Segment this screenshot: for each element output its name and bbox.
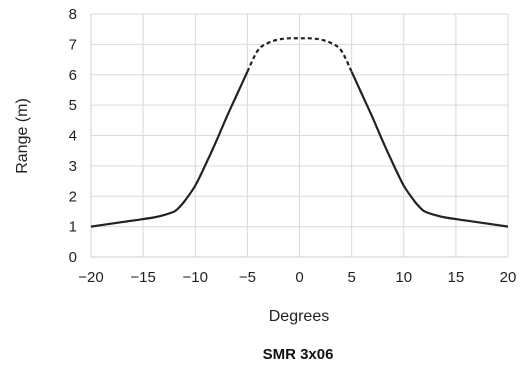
- grid: [90, 13, 509, 258]
- x-tick-label: −5: [239, 269, 256, 286]
- series-line-solid: [350, 71, 509, 228]
- x-tick-label: 5: [347, 269, 355, 286]
- y-tick-label: 1: [69, 219, 77, 236]
- y-tick-label: 8: [69, 6, 77, 23]
- y-tick-label: 0: [69, 249, 77, 266]
- y-tick-label: 2: [69, 188, 77, 205]
- chart-title: SMR 3x06: [263, 346, 334, 363]
- x-tick-label: 0: [295, 269, 303, 286]
- series-line-solid: [90, 71, 249, 228]
- series-layer: [90, 37, 509, 228]
- x-axis-label: Degrees: [269, 308, 329, 325]
- y-tick-label: 7: [69, 36, 77, 53]
- y-tick-label: 5: [69, 97, 77, 114]
- y-tick-label: 3: [69, 158, 77, 175]
- x-tick-label: 15: [448, 269, 465, 286]
- x-tick-label: −20: [78, 269, 103, 286]
- y-tick-label: 4: [69, 128, 77, 145]
- y-tick-label: 6: [69, 67, 77, 84]
- x-tick-label: 20: [500, 269, 517, 286]
- x-tick-label: −15: [130, 269, 155, 286]
- x-tick-label: −10: [183, 269, 208, 286]
- y-axis-label: Range (m): [14, 98, 31, 174]
- axes: [90, 14, 508, 258]
- tick-labels: −20 −15 −10 −5 0 5 10 15 20 0 1 2 3 4 5 6 7 8: [69, 6, 517, 286]
- x-tick-label: 10: [395, 269, 412, 286]
